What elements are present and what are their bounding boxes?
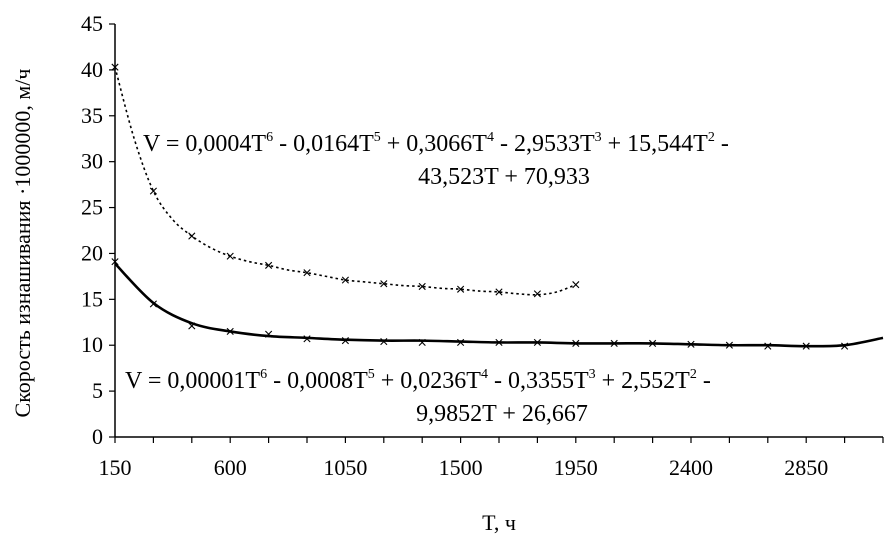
solid-equation-line-1: V = 0,00001T6 - 0,0008T5 + 0,0236T4 - 0,…	[125, 367, 711, 394]
data-point-marker	[226, 327, 234, 336]
x-tick-label: 1950	[554, 455, 598, 480]
data-point-marker	[572, 339, 580, 347]
y-tick-label: 30	[81, 149, 103, 174]
data-point-marker	[418, 282, 426, 291]
data-point-marker	[495, 288, 503, 296]
data-point-marker	[303, 335, 311, 343]
markers-layer	[111, 63, 849, 350]
data-point-marker	[149, 300, 157, 308]
data-point-marker	[265, 261, 273, 269]
dotted-equation-line-1: V = 0,0004T6 - 0,0164T5 + 0,3066T4 - 2,9…	[143, 130, 729, 157]
data-point-marker	[380, 337, 388, 346]
data-point-marker	[226, 252, 234, 260]
data-point-marker	[111, 258, 119, 266]
x-tick-label: 150	[99, 455, 132, 480]
data-point-marker	[533, 338, 541, 347]
equations: V = 0,0004T6 - 0,0164T5 + 0,3066T4 - 2,9…	[125, 130, 729, 427]
y-axis-label: Скорость изнашивания ·1000000, м/ч	[10, 69, 35, 418]
x-tick-label: 2400	[669, 455, 713, 480]
data-point-marker	[188, 232, 196, 240]
data-point-marker	[802, 342, 810, 350]
data-point-marker	[111, 63, 119, 71]
data-point-marker	[303, 269, 311, 277]
dotted-equation-line-2: 43,523T + 70,933	[418, 164, 590, 190]
y-tick-label: 15	[81, 286, 103, 311]
x-tick-label: 2850	[784, 455, 828, 480]
data-point-marker	[495, 338, 503, 347]
solid-trendline	[115, 262, 884, 348]
series-layer	[115, 66, 884, 348]
y-tick-label: 35	[81, 103, 103, 128]
data-point-marker	[457, 338, 465, 347]
data-point-marker	[265, 330, 273, 338]
data-point-marker	[341, 276, 349, 284]
data-point-marker	[610, 339, 618, 347]
x-tick-label: 1500	[439, 455, 483, 480]
data-point-marker	[764, 342, 772, 350]
data-point-marker	[725, 341, 733, 349]
data-point-marker	[649, 339, 657, 347]
y-tick-label: 40	[81, 57, 103, 82]
y-tick-label: 25	[81, 195, 103, 220]
data-point-marker	[533, 290, 541, 298]
solid-equation-line-2: 9,9852T + 26,667	[416, 401, 588, 427]
y-tick-label: 45	[81, 11, 103, 36]
data-point-marker	[687, 340, 695, 348]
data-point-marker	[841, 342, 849, 350]
x-axis-label: T, ч	[482, 510, 516, 534]
y-tick-label: 10	[81, 332, 103, 357]
x-tick-label: 600	[214, 455, 247, 480]
y-tick-label: 5	[92, 378, 103, 403]
data-point-marker	[188, 322, 196, 330]
x-tick-label: 1050	[323, 455, 367, 480]
y-tick-label: 0	[92, 424, 103, 449]
y-tick-label: 20	[81, 240, 103, 265]
ticks: 0 5 10 15 20 25 30 35 40 45 150 600 1050 1500 1950 2400…	[81, 11, 884, 480]
data-point-marker	[380, 280, 388, 288]
data-point-marker	[572, 281, 580, 289]
data-point-marker	[341, 337, 349, 345]
data-point-marker	[457, 285, 465, 293]
data-point-marker	[149, 187, 157, 195]
data-point-marker	[418, 338, 426, 347]
